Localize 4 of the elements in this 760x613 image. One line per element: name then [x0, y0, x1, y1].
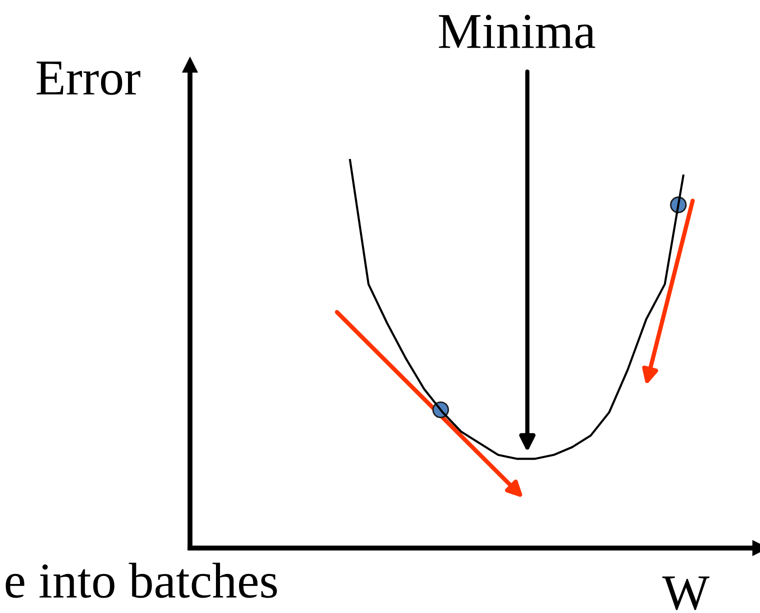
x-axis-title: W — [662, 576, 710, 610]
text: e into batches — [6, 562, 277, 598]
y-axis-title: Error — [36, 62, 140, 95]
text: Minima — [438, 14, 596, 48]
